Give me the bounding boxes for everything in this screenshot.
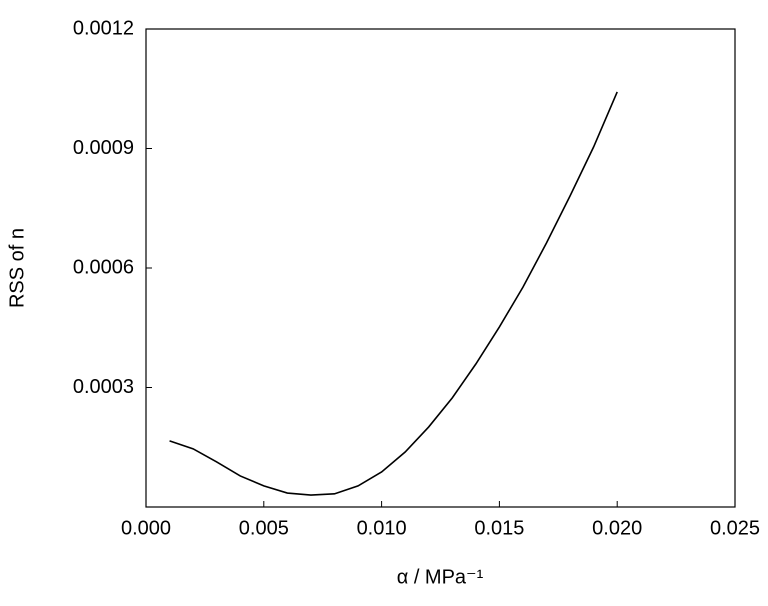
x-tick-label: 0.025 xyxy=(710,517,760,539)
line xyxy=(169,91,618,496)
x-tick-label: 0.015 xyxy=(474,517,524,539)
y-axis-label: RSS of n xyxy=(6,228,28,308)
y-tick-label: 0.0012 xyxy=(73,17,134,39)
plot-frame xyxy=(145,28,736,508)
x-tick-label: 0.010 xyxy=(357,517,407,539)
y-tick-label: 0.0006 xyxy=(73,256,134,278)
x-axis-label: α / MPa⁻¹ xyxy=(397,566,484,588)
y-tick-label: 0.0003 xyxy=(73,376,134,398)
x-tick-label: 0.000 xyxy=(121,517,171,539)
y-tick-label: 0.0009 xyxy=(73,137,134,159)
x-tick-label: 0.005 xyxy=(239,517,289,539)
x-tick-label: 0.020 xyxy=(592,517,642,539)
